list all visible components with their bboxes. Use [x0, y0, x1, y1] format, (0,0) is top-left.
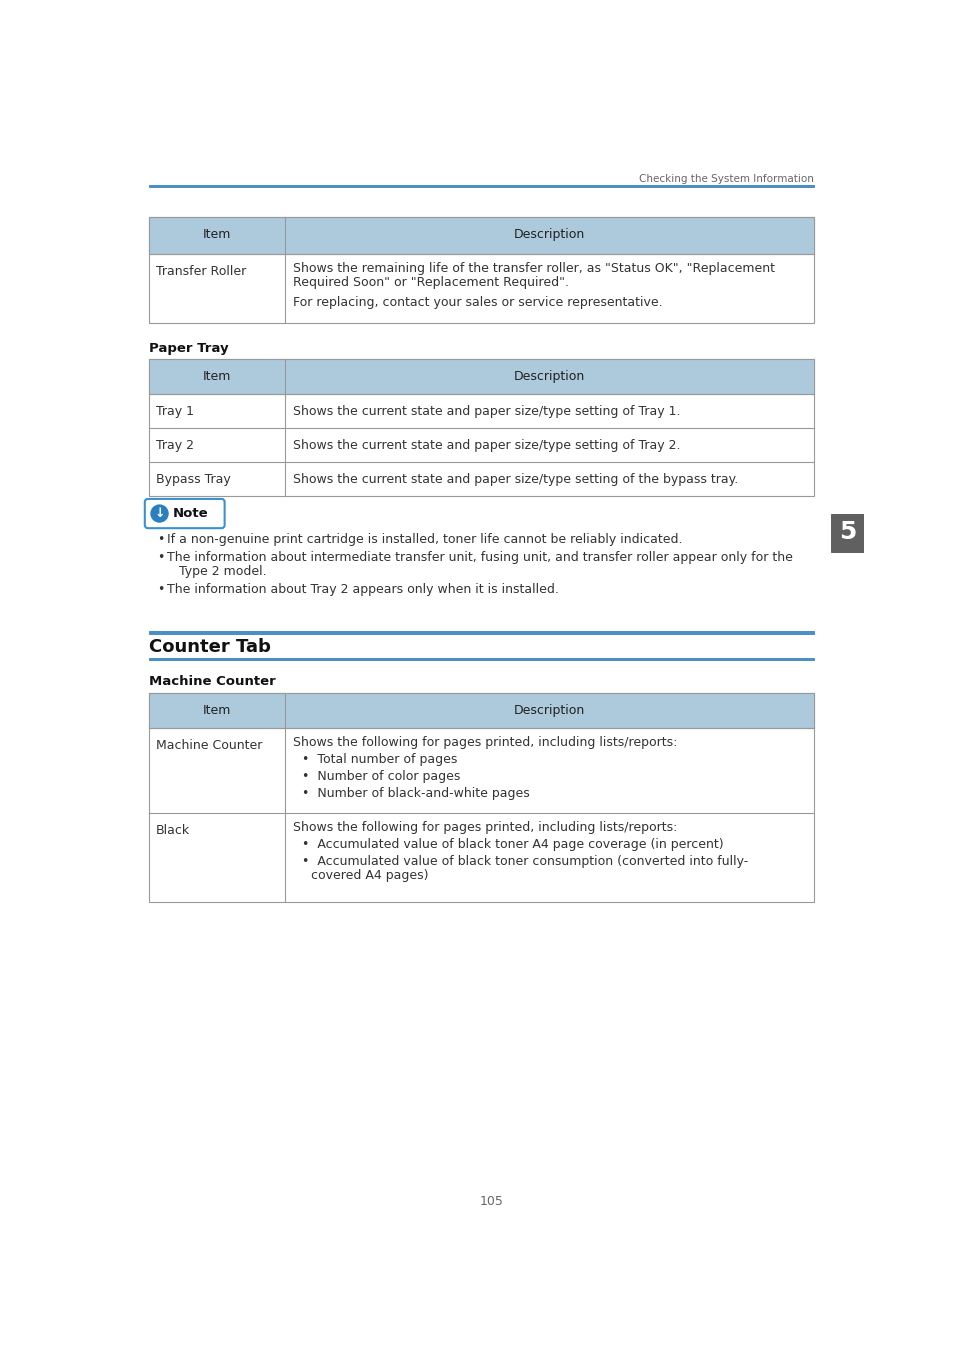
Bar — [150, 185, 814, 186]
Text: Machine Counter: Machine Counter — [156, 740, 262, 752]
Text: Machine Counter: Machine Counter — [150, 676, 276, 688]
Text: Type 2 model.: Type 2 model. — [179, 566, 267, 578]
Bar — [150, 218, 814, 324]
Text: ↓: ↓ — [155, 507, 165, 520]
Bar — [150, 694, 814, 902]
Text: Transfer Roller: Transfer Roller — [156, 265, 246, 277]
Text: •: • — [157, 583, 164, 596]
Text: If a non-genuine print cartridge is installed, toner life cannot be reliably ind: If a non-genuine print cartridge is inst… — [167, 533, 683, 545]
Bar — [150, 359, 814, 496]
Bar — [831, 514, 864, 552]
Text: Tray 1: Tray 1 — [156, 405, 194, 418]
Bar — [150, 218, 814, 254]
Text: Paper Tray: Paper Tray — [150, 341, 229, 355]
Text: Shows the following for pages printed, including lists/reports:: Shows the following for pages printed, i… — [293, 821, 677, 834]
Bar — [150, 657, 814, 660]
Text: Description: Description — [514, 703, 585, 717]
Text: Shows the following for pages printed, including lists/reports:: Shows the following for pages printed, i… — [293, 736, 677, 749]
Text: Counter Tab: Counter Tab — [150, 638, 272, 656]
Text: •: • — [157, 551, 164, 563]
Text: For replacing, contact your sales or service representative.: For replacing, contact your sales or ser… — [293, 295, 662, 309]
Text: •  Accumulated value of black toner A4 page coverage (in percent): • Accumulated value of black toner A4 pa… — [302, 838, 724, 851]
Text: •  Total number of pages: • Total number of pages — [302, 753, 458, 766]
Text: 105: 105 — [480, 1195, 504, 1208]
Text: Required Soon" or "Replacement Required".: Required Soon" or "Replacement Required"… — [293, 276, 569, 290]
Text: Item: Item — [204, 370, 231, 382]
Text: Shows the current state and paper size/type setting of Tray 2.: Shows the current state and paper size/t… — [293, 439, 681, 452]
Bar — [150, 631, 814, 634]
Bar — [150, 694, 814, 729]
Text: covered A4 pages): covered A4 pages) — [311, 869, 429, 883]
Bar — [150, 359, 814, 394]
Text: Shows the remaining life of the transfer roller, as "Status OK", "Replacement: Shows the remaining life of the transfer… — [293, 261, 775, 275]
Text: Item: Item — [204, 228, 231, 241]
Text: Item: Item — [204, 703, 231, 717]
Text: Tray 2: Tray 2 — [156, 439, 194, 452]
Text: •  Number of black-and-white pages: • Number of black-and-white pages — [302, 787, 530, 800]
Text: The information about Tray 2 appears only when it is installed.: The information about Tray 2 appears onl… — [167, 583, 559, 596]
Text: 5: 5 — [839, 520, 856, 544]
Text: Description: Description — [514, 228, 585, 241]
Text: •: • — [157, 533, 164, 545]
Text: •  Accumulated value of black toner consumption (converted into fully-: • Accumulated value of black toner consu… — [302, 854, 749, 868]
Circle shape — [151, 505, 168, 522]
Text: Note: Note — [173, 507, 208, 521]
Text: The information about intermediate transfer unit, fusing unit, and transfer roll: The information about intermediate trans… — [167, 551, 793, 563]
Text: •  Number of color pages: • Number of color pages — [302, 770, 461, 783]
Text: Shows the current state and paper size/type setting of Tray 1.: Shows the current state and paper size/t… — [293, 405, 681, 418]
Text: Checking the System Information: Checking the System Information — [638, 174, 814, 184]
Text: Shows the current state and paper size/type setting of the bypass tray.: Shows the current state and paper size/t… — [293, 473, 738, 486]
Text: Description: Description — [514, 370, 585, 382]
FancyBboxPatch shape — [145, 499, 225, 528]
Text: Bypass Tray: Bypass Tray — [156, 473, 230, 486]
Text: Black: Black — [156, 824, 190, 836]
